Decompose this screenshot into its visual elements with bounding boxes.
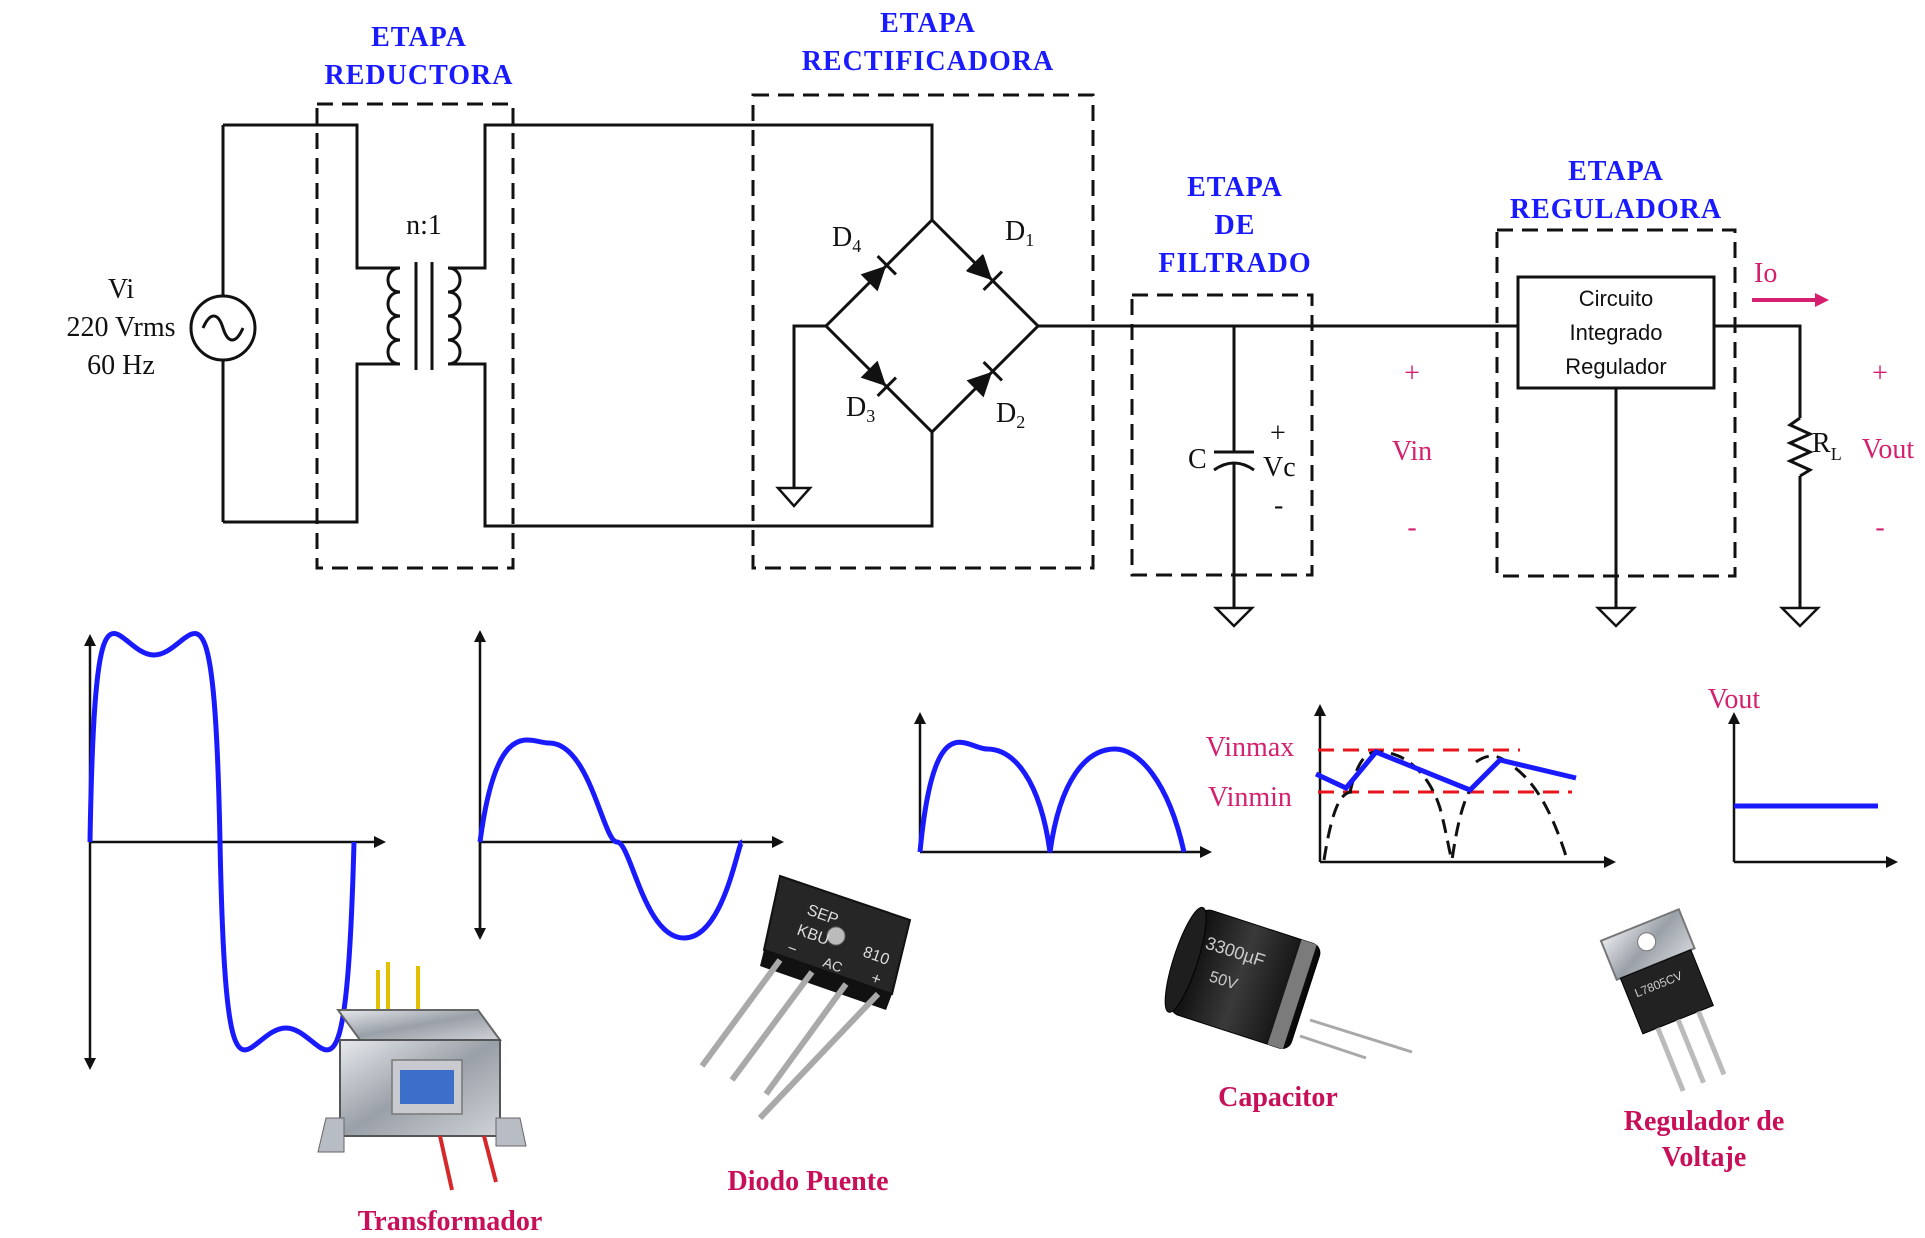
stage-title-filtrado: ETAPA DE FILTRADO [1158, 172, 1311, 279]
stage-title-reductora: ETAPA REDUCTORA [325, 22, 514, 91]
regulator-photo: L7805CV [1599, 908, 1727, 1092]
ground-icon [1594, 606, 1638, 628]
load-label: RL [1812, 428, 1842, 464]
load-resistor-icon [1786, 416, 1814, 478]
vin-plus: + [1404, 358, 1420, 389]
regulator-box-line: Integrado [1570, 320, 1663, 345]
diode-d3-label: D3 [846, 392, 875, 426]
vinmin-label: Vinmin [1208, 782, 1292, 813]
waveform-output [1728, 712, 1898, 868]
vout-plus: + [1872, 358, 1888, 389]
io-label: Io [1754, 258, 1777, 289]
stage-title-rectificadora: ETAPA RECTIFICADORA [802, 8, 1055, 77]
source-name: Vi [108, 274, 135, 305]
filter-capacitor-symbol [1212, 326, 1256, 628]
diode-d3-icon [860, 360, 898, 398]
capacitor-minus: - [1274, 490, 1283, 521]
stage-title-line: FILTRADO [1158, 248, 1311, 279]
capacitor-voltage-label: Vc [1263, 452, 1296, 483]
transformer-symbol [386, 123, 934, 528]
stage-title-reguladora: ETAPA REGULADORA [1510, 156, 1722, 225]
diode-d4-label: D4 [832, 222, 861, 256]
vout-label: Vout [1862, 434, 1915, 465]
regulator-box-line: Regulador [1565, 354, 1667, 379]
vin-minus: - [1407, 512, 1416, 543]
vout-wave-label: Vout [1708, 684, 1761, 715]
vinmax-label: Vinmax [1206, 732, 1295, 763]
waveform-ripple [1314, 704, 1616, 868]
ground-icon [775, 486, 813, 508]
component-label-regulator-line2: Voltaje [1662, 1142, 1747, 1173]
vin-label: Vin [1392, 436, 1432, 467]
vout-minus: - [1875, 512, 1884, 543]
stage-title-line: ETAPA [1187, 172, 1283, 203]
ground-icon [1778, 606, 1822, 628]
stage-box-reductora [315, 102, 515, 570]
stage-title-line: DE [1215, 210, 1256, 241]
bridge-rectifier-photo: SEP KBU 810 AC − + [699, 874, 912, 1121]
component-label-capacitor: Capacitor [1218, 1082, 1338, 1113]
output-wire [1714, 324, 1802, 418]
stage-box-filtrado [1130, 293, 1314, 577]
component-label-regulator-line1: Regulador de [1624, 1106, 1785, 1137]
ground-icon [1212, 606, 1256, 628]
bridge-marking-ac: AC [821, 954, 845, 976]
diode-d1-icon [966, 254, 1004, 292]
regulator-ic-box [1516, 275, 1716, 628]
source-frequency: 60 Hz [87, 350, 155, 381]
ac-source [189, 123, 400, 524]
component-label-bridge: Diodo Puente [728, 1166, 889, 1197]
diode-d2-icon [966, 360, 1004, 398]
waveform-primary [84, 631, 386, 1070]
transformer-photo [317, 962, 527, 1191]
stage-title-line: ETAPA [880, 8, 976, 39]
diode-d1-label: D1 [1005, 216, 1034, 250]
stage-title-line: ETAPA [1568, 156, 1664, 187]
stage-title-line: RECTIFICADORA [802, 46, 1055, 77]
component-label-transformer: Transformador [358, 1206, 543, 1237]
capacitor-label: C [1188, 444, 1207, 475]
capacitor-plus: + [1270, 418, 1286, 449]
diode-d2-label: D2 [996, 398, 1025, 432]
stage-title-line: REDUCTORA [325, 60, 514, 91]
transformer-ratio: n:1 [406, 210, 442, 241]
regulator-box-line: Circuito [1579, 286, 1654, 311]
waveform-secondary [474, 630, 784, 941]
waveform-rectified [914, 712, 1212, 858]
stage-box-rectificadora [751, 93, 1095, 570]
capacitor-photo: 3300µF 50V [1164, 906, 1413, 1060]
source-voltage: 220 Vrms [66, 312, 175, 343]
stage-title-line: REGULADORA [1510, 194, 1722, 225]
diode-d4-icon [860, 254, 898, 292]
stage-title-line: ETAPA [371, 22, 467, 53]
